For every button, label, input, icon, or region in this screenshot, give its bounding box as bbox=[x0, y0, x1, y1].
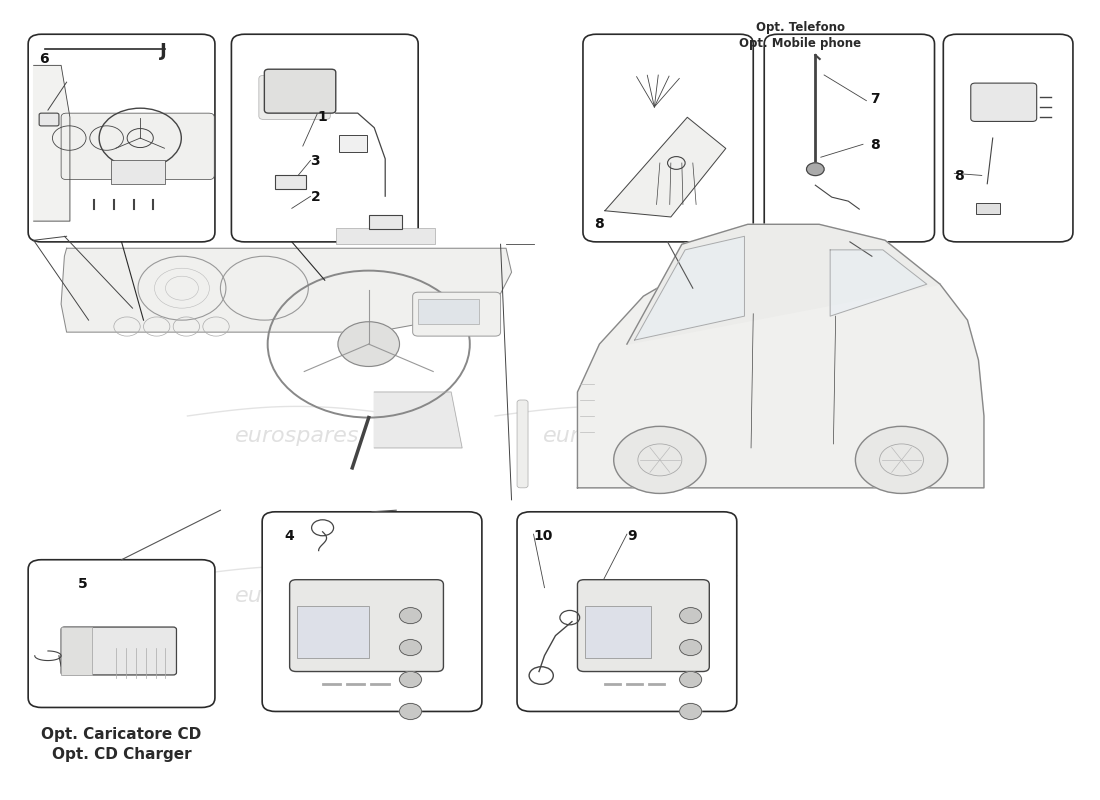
Circle shape bbox=[680, 671, 702, 687]
Text: 5: 5 bbox=[78, 578, 87, 591]
FancyBboxPatch shape bbox=[62, 627, 176, 675]
FancyBboxPatch shape bbox=[111, 160, 165, 184]
FancyBboxPatch shape bbox=[262, 512, 482, 711]
Circle shape bbox=[680, 608, 702, 624]
Circle shape bbox=[680, 703, 702, 719]
Polygon shape bbox=[635, 236, 745, 340]
FancyBboxPatch shape bbox=[944, 34, 1072, 242]
FancyBboxPatch shape bbox=[517, 512, 737, 711]
FancyBboxPatch shape bbox=[418, 298, 478, 324]
FancyBboxPatch shape bbox=[62, 627, 92, 675]
Polygon shape bbox=[605, 118, 726, 217]
Text: eurospares: eurospares bbox=[542, 426, 668, 446]
Text: 7: 7 bbox=[870, 92, 879, 106]
Text: 9: 9 bbox=[627, 530, 637, 543]
Circle shape bbox=[399, 671, 421, 687]
Polygon shape bbox=[578, 248, 984, 488]
FancyBboxPatch shape bbox=[297, 606, 368, 658]
Text: 6: 6 bbox=[40, 52, 48, 66]
Text: J: J bbox=[160, 42, 167, 60]
FancyBboxPatch shape bbox=[977, 203, 1000, 214]
FancyBboxPatch shape bbox=[764, 34, 935, 242]
Text: Opt. Caricatore CD: Opt. Caricatore CD bbox=[42, 727, 201, 742]
FancyBboxPatch shape bbox=[29, 560, 214, 707]
Circle shape bbox=[399, 639, 421, 655]
FancyBboxPatch shape bbox=[62, 113, 214, 179]
Text: 1: 1 bbox=[317, 110, 327, 124]
FancyBboxPatch shape bbox=[578, 580, 710, 671]
FancyBboxPatch shape bbox=[275, 174, 306, 189]
Polygon shape bbox=[627, 224, 940, 344]
Polygon shape bbox=[34, 66, 70, 221]
FancyBboxPatch shape bbox=[289, 580, 443, 671]
Text: 8: 8 bbox=[955, 170, 964, 183]
FancyBboxPatch shape bbox=[583, 34, 754, 242]
Circle shape bbox=[399, 703, 421, 719]
Text: 2: 2 bbox=[310, 190, 320, 204]
FancyBboxPatch shape bbox=[40, 113, 59, 126]
Circle shape bbox=[614, 426, 706, 494]
Text: eurospares: eurospares bbox=[235, 426, 360, 446]
Text: 10: 10 bbox=[534, 530, 553, 543]
FancyBboxPatch shape bbox=[231, 34, 418, 242]
Text: Opt. CD Charger: Opt. CD Charger bbox=[52, 747, 191, 762]
FancyBboxPatch shape bbox=[585, 606, 651, 658]
FancyBboxPatch shape bbox=[29, 34, 214, 242]
FancyBboxPatch shape bbox=[971, 83, 1036, 122]
FancyBboxPatch shape bbox=[258, 75, 330, 119]
FancyBboxPatch shape bbox=[264, 70, 336, 113]
FancyBboxPatch shape bbox=[339, 135, 366, 153]
Text: eurospares: eurospares bbox=[564, 586, 690, 606]
Text: Opt. Telefono: Opt. Telefono bbox=[756, 22, 845, 34]
Circle shape bbox=[856, 426, 948, 494]
Polygon shape bbox=[374, 392, 462, 448]
Text: 4: 4 bbox=[284, 530, 294, 543]
Circle shape bbox=[338, 322, 399, 366]
FancyBboxPatch shape bbox=[412, 292, 500, 336]
Polygon shape bbox=[62, 248, 512, 332]
FancyBboxPatch shape bbox=[368, 214, 402, 229]
Text: 8: 8 bbox=[594, 217, 604, 231]
Polygon shape bbox=[830, 250, 927, 316]
Circle shape bbox=[680, 639, 702, 655]
FancyBboxPatch shape bbox=[336, 228, 434, 244]
Text: 8: 8 bbox=[870, 138, 880, 152]
Circle shape bbox=[399, 608, 421, 624]
Circle shape bbox=[806, 163, 824, 175]
FancyBboxPatch shape bbox=[517, 400, 528, 488]
Text: 3: 3 bbox=[310, 154, 320, 168]
Text: eurospares: eurospares bbox=[235, 586, 360, 606]
Text: Opt. Mobile phone: Opt. Mobile phone bbox=[739, 38, 861, 50]
